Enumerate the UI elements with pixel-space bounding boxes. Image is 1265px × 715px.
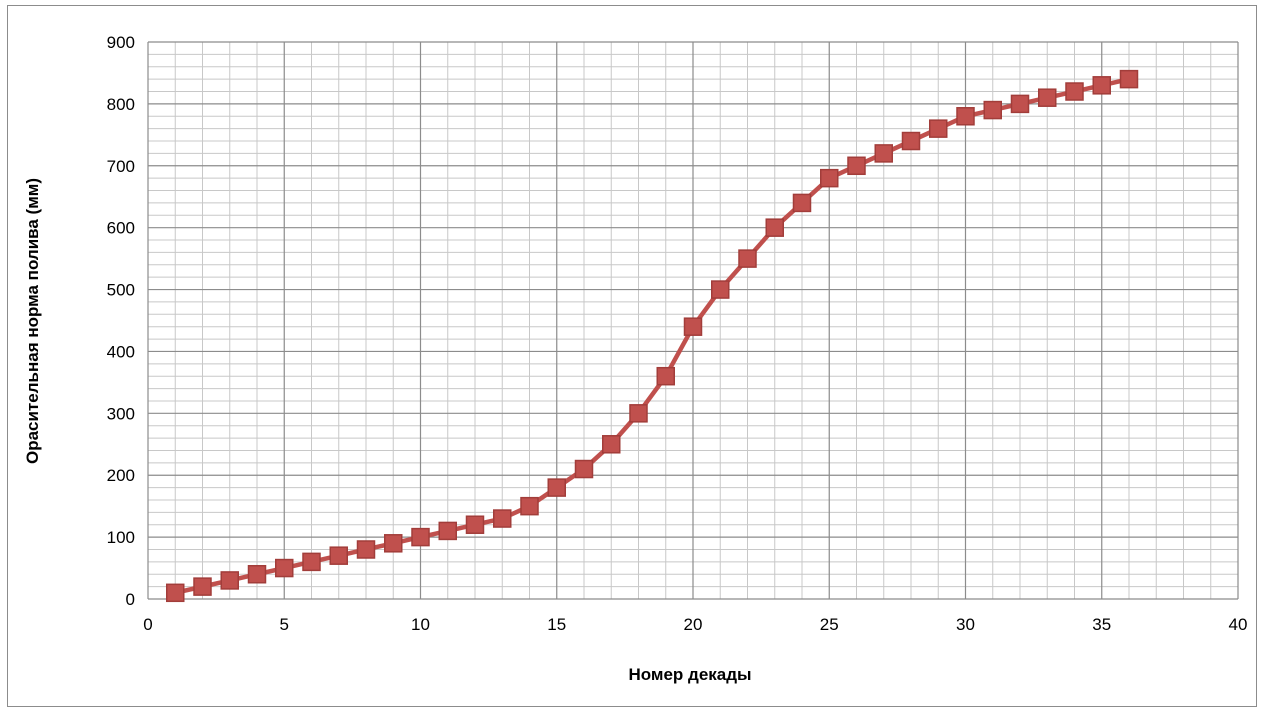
x-tick-label: 30 bbox=[956, 615, 975, 634]
x-axis-title: Номер декады bbox=[628, 665, 751, 684]
data-point bbox=[547, 478, 566, 497]
x-tick-label: 5 bbox=[280, 615, 289, 634]
data-point bbox=[438, 521, 457, 541]
y-tick-label: 300 bbox=[107, 404, 135, 423]
x-tick-label: 35 bbox=[1092, 615, 1111, 634]
y-tick-label: 700 bbox=[107, 157, 135, 176]
data-point bbox=[738, 249, 757, 268]
data-point bbox=[711, 280, 730, 299]
data-point bbox=[356, 540, 376, 559]
data-point bbox=[874, 144, 893, 163]
data-point bbox=[683, 317, 703, 336]
data-point bbox=[929, 119, 948, 138]
data-point bbox=[792, 193, 812, 213]
data-point bbox=[411, 527, 430, 547]
y-tick-label: 900 bbox=[107, 33, 135, 52]
x-tick-label: 15 bbox=[547, 615, 566, 634]
x-tick-label: 0 bbox=[143, 615, 152, 634]
chart-frame bbox=[7, 5, 1257, 707]
y-tick-label: 400 bbox=[107, 342, 135, 361]
data-point bbox=[983, 100, 1002, 120]
series-line bbox=[174, 76, 1130, 596]
y-tick-label: 200 bbox=[107, 466, 135, 485]
y-axis-title: Орасительная норма полива (мм) bbox=[23, 178, 42, 464]
series-group bbox=[166, 69, 1139, 603]
y-tick-label: 500 bbox=[107, 281, 135, 300]
y-axis-tick-labels: 0 100 200 300 400 500 600 700 800 900 bbox=[107, 33, 135, 609]
x-tick-label: 10 bbox=[411, 615, 430, 634]
y-tick-label: 600 bbox=[107, 219, 135, 238]
data-point bbox=[384, 534, 403, 553]
data-point bbox=[602, 435, 621, 454]
data-point bbox=[166, 583, 185, 603]
x-tick-label: 25 bbox=[820, 615, 839, 634]
data-point bbox=[193, 577, 212, 596]
data-point bbox=[275, 558, 294, 578]
data-point bbox=[220, 571, 239, 590]
y-tick-label: 100 bbox=[107, 528, 135, 547]
data-point bbox=[465, 515, 485, 534]
data-point bbox=[847, 156, 866, 176]
data-point bbox=[656, 366, 675, 386]
data-point bbox=[1065, 82, 1084, 101]
y-tick-label: 800 bbox=[107, 95, 135, 114]
x-tick-label: 40 bbox=[1229, 615, 1248, 634]
data-point bbox=[629, 404, 648, 423]
data-point bbox=[956, 107, 975, 126]
x-tick-label: 20 bbox=[684, 615, 703, 634]
data-point bbox=[302, 552, 321, 572]
data-point bbox=[1092, 76, 1111, 95]
x-axis-tick-labels: 0 5 10 15 20 25 30 35 40 bbox=[143, 615, 1247, 634]
data-point bbox=[765, 218, 784, 237]
data-point bbox=[901, 131, 921, 151]
data-point bbox=[1119, 69, 1139, 89]
y-tick-label: 0 bbox=[126, 590, 135, 609]
data-point bbox=[493, 509, 512, 528]
data-point bbox=[1010, 94, 1030, 114]
data-point bbox=[574, 459, 594, 479]
data-point bbox=[247, 564, 267, 584]
data-point bbox=[820, 168, 839, 188]
data-point bbox=[520, 496, 539, 516]
data-point bbox=[329, 546, 348, 565]
data-point bbox=[1038, 88, 1057, 107]
